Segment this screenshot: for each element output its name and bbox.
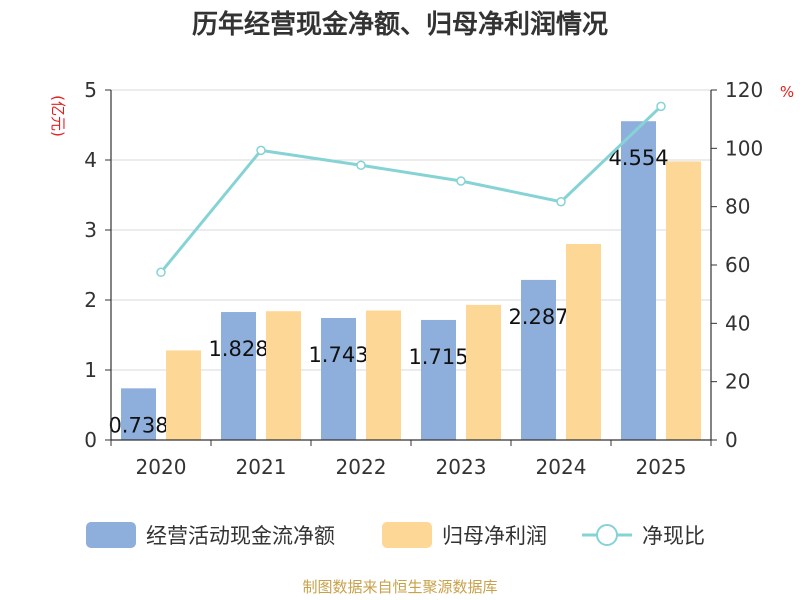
legend: 经营活动现金流净额 归母净利润 净现比 bbox=[86, 522, 705, 548]
left-axis-tick-label: 3 bbox=[84, 218, 97, 242]
left-axis-tick-label: 5 bbox=[84, 78, 97, 102]
x-axis-tick-label: 2024 bbox=[536, 455, 587, 479]
x-axis-tick-label: 2025 bbox=[636, 455, 687, 479]
net-cash-ratio-point bbox=[256, 145, 266, 156]
data-label: 1.828 bbox=[208, 337, 268, 361]
right-axis-tick-label: 80 bbox=[725, 195, 750, 219]
left-axis-tick-label: 2 bbox=[84, 288, 97, 312]
bar-cashflow bbox=[621, 121, 656, 440]
bar-cashflow bbox=[121, 388, 156, 440]
bar-net-profit bbox=[366, 310, 401, 440]
bar-cashflow bbox=[321, 317, 356, 440]
right-axis-tick-label: 100 bbox=[725, 136, 763, 160]
legend-label: 归母净利润 bbox=[442, 524, 547, 548]
x-axis-tick-label: 2023 bbox=[436, 455, 487, 479]
net-cash-ratio-point bbox=[556, 196, 566, 207]
net-cash-ratio-point bbox=[456, 176, 466, 186]
left-axis-tick-label: 4 bbox=[84, 148, 97, 172]
bar-cashflow bbox=[521, 279, 556, 440]
right-axis-tick-label: 120 bbox=[725, 78, 763, 102]
right-axis-tick-label: 0 bbox=[725, 428, 738, 452]
data-label: 0.738 bbox=[108, 413, 168, 437]
net-cash-ratio-line bbox=[159, 105, 663, 274]
data-label: 1.715 bbox=[408, 345, 468, 369]
bar-net-profit bbox=[566, 244, 601, 440]
chart-title: 历年经营现金净额、归母净利润情况 bbox=[192, 9, 608, 40]
bar-cashflow bbox=[421, 319, 456, 440]
data-label: 1.743 bbox=[308, 343, 368, 367]
data-label: 2.287 bbox=[508, 305, 568, 329]
right-axis-unit: % bbox=[780, 83, 794, 101]
net-cash-ratio-point bbox=[156, 267, 166, 278]
net-cash-ratio-point bbox=[356, 160, 366, 170]
bar-net-profit bbox=[166, 350, 201, 440]
right-axis-tick-label: 60 bbox=[725, 253, 750, 277]
x-axis-tick-label: 2022 bbox=[336, 455, 387, 479]
legend-label: 经营活动现金流净额 bbox=[146, 524, 335, 548]
right-axis-tick-label: 20 bbox=[725, 370, 750, 394]
legend-marker bbox=[596, 524, 618, 546]
net-cash-ratio-point bbox=[656, 101, 666, 112]
bar-cashflow bbox=[221, 312, 256, 440]
legend-swatch bbox=[382, 522, 432, 548]
data-label: 4.554 bbox=[608, 146, 668, 170]
source-note: 制图数据来自恒生聚源数据库 bbox=[302, 578, 497, 596]
x-axis-tick-label: 2020 bbox=[136, 455, 187, 479]
bar-net-profit bbox=[266, 311, 301, 440]
legend-label: 净现比 bbox=[642, 524, 705, 548]
left-axis-tick-label: 0 bbox=[84, 428, 97, 452]
left-axis-tick-label: 1 bbox=[84, 358, 97, 382]
bar-net-profit bbox=[666, 161, 701, 440]
left-axis-unit: (亿元) bbox=[49, 95, 67, 137]
plot-area: 0 1 2 3 4 5 0 20 40 60 80 100 120 0.738 1.828 1.743 1.71… bbox=[84, 78, 763, 479]
x-axis-tick-label: 2021 bbox=[236, 455, 287, 479]
legend-swatch bbox=[86, 522, 136, 548]
bar-net-profit bbox=[466, 304, 501, 440]
right-axis-tick-label: 40 bbox=[725, 311, 750, 335]
